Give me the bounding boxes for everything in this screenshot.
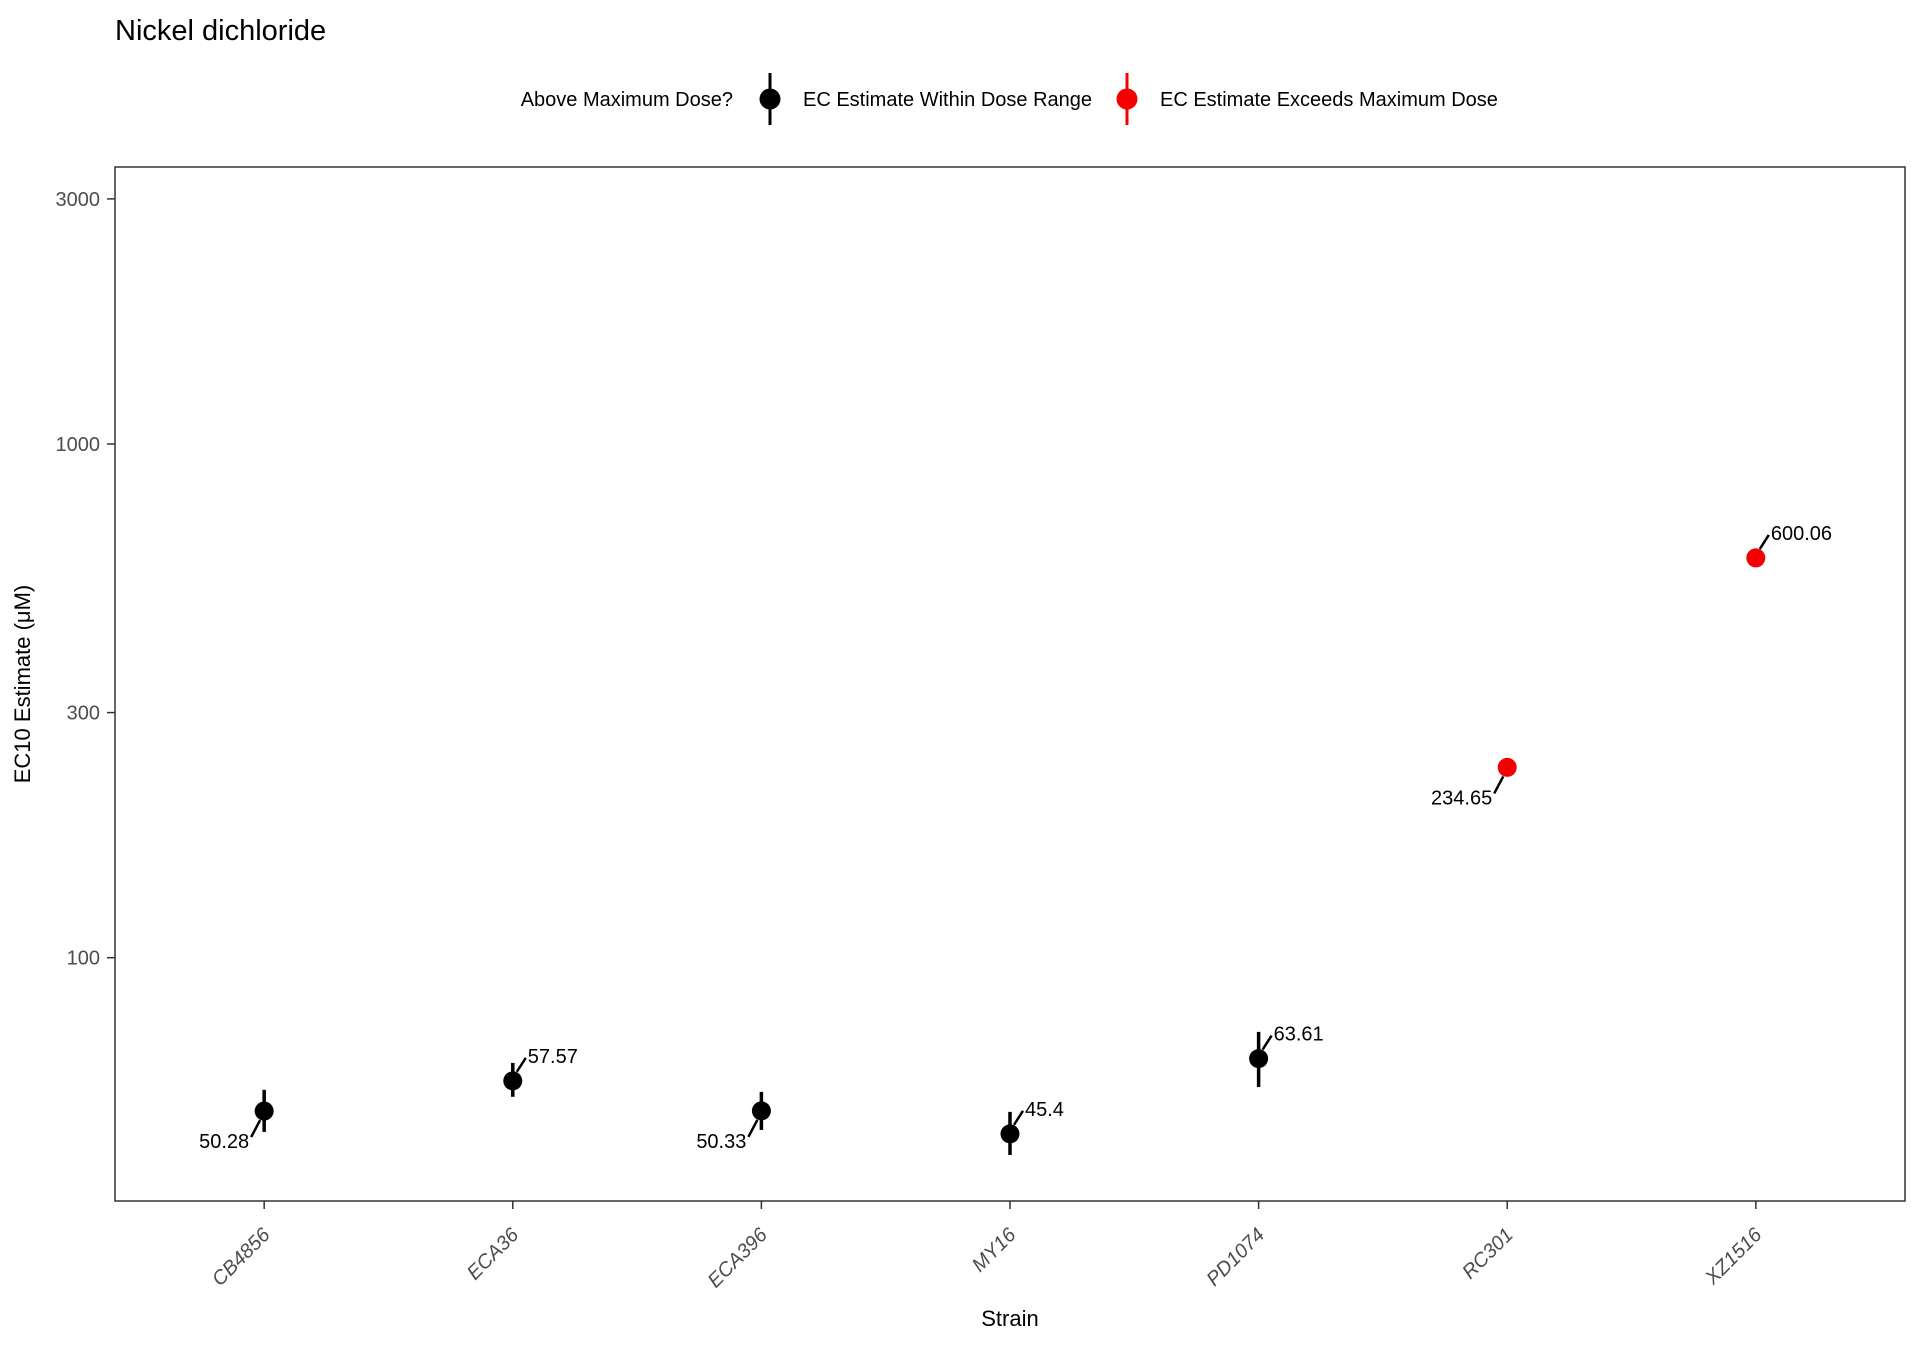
point-group-cb4856: 50.28 [199,1089,274,1153]
plot-panel [114,166,1906,1202]
data-point [503,1071,523,1091]
point-value-label: 57.57 [528,1046,578,1068]
x-tick-label-cb4856: CB4856 [208,1223,275,1290]
legend-label-exceeds: EC Estimate Exceeds Maximum Dose [1160,89,1498,111]
data-point [1249,1049,1269,1069]
label-leader-line [515,1057,527,1073]
x-axis-title: Strain [981,1306,1038,1331]
data-point [254,1101,274,1121]
data-point [751,1101,771,1121]
label-leader-line [1012,1110,1025,1126]
point-group-pd1074: 63.61 [1249,1024,1324,1088]
x-tick-label-pd1074: PD1074 [1202,1224,1269,1291]
legend-title: Above Maximum Dose? [521,89,733,111]
legend-key-within-icon [759,73,781,125]
x-tick-label-eca396: ECA396 [704,1223,773,1292]
data-point [1497,757,1517,777]
label-leader-line [747,1119,759,1138]
label-leader-line [1758,534,1770,550]
chart-title: Nickel dichloride [115,15,326,47]
y-tick-label: 300 [67,703,100,725]
legend: Above Maximum Dose? EC Estimate Within D… [521,73,1498,125]
point-group-eca396: 50.33 [696,1091,771,1153]
point-value-label: 50.33 [696,1131,746,1153]
x-tick-label-xz1516: XZ1516 [1701,1223,1767,1289]
point-value-label: 234.65 [1431,787,1492,809]
point-group-eca36: 57.57 [503,1046,578,1097]
label-leader-line [1261,1034,1273,1051]
x-tick-label-rc301: RC301 [1458,1224,1518,1284]
data-point [1000,1124,1020,1144]
y-tick-label: 1000 [56,434,101,456]
x-tick-label-my16: MY16 [968,1223,1021,1276]
legend-key-exceeds-icon [1116,73,1138,125]
y-tick-label: 100 [67,948,100,970]
point-value-label: 45.4 [1025,1099,1064,1121]
point-value-label: 63.61 [1274,1024,1324,1046]
y-tick-label: 3000 [56,189,101,211]
point-value-label: 50.28 [199,1131,249,1153]
data-point [1746,548,1766,568]
label-leader-line [250,1119,262,1138]
x-axis: CB4856 ECA36 ECA396 MY16 PD1074 RC301 XZ1516 [208,1201,1767,1292]
legend-label-within: EC Estimate Within Dose Range [803,89,1092,111]
label-leader-line [1493,775,1505,794]
y-axis-title: EC10 Estimate (μM) [10,585,35,784]
point-group-rc301: 234.65 [1431,757,1517,809]
point-group-xz1516: 600.06 [1746,523,1832,568]
data-marks: 50.28 57.57 50.33 45.4 63.61 234.65 600.06 [199,523,1832,1155]
x-tick-label-eca36: ECA36 [463,1223,524,1284]
point-group-my16: 45.4 [1000,1099,1064,1155]
point-value-label: 600.06 [1771,523,1832,545]
y-axis: 3000 1000 300 100 [56,189,115,970]
